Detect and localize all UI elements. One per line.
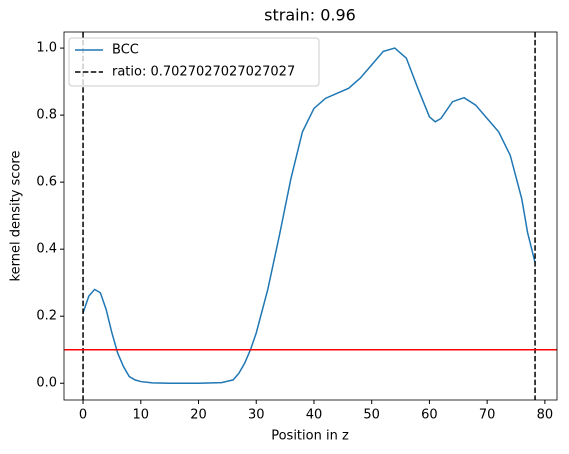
y-tick-label: 0.6: [36, 175, 57, 190]
x-tick-label: 80: [537, 408, 554, 423]
legend-label: ratio: 0.7027027027027027: [112, 65, 295, 80]
x-tick-label: 0: [79, 408, 87, 423]
y-tick-label: 0.2: [36, 309, 57, 324]
x-tick-label: 10: [133, 408, 150, 423]
y-axis-label: kernel density score: [9, 151, 24, 282]
data-line: [82, 47, 536, 384]
legend-label: BCC: [112, 43, 139, 58]
x-axis-label: Position in z: [271, 429, 349, 444]
legend-box: [68, 37, 320, 87]
x-tick-label: 60: [421, 408, 438, 423]
y-tick-label: 0.8: [36, 108, 57, 123]
x-tick-label: 20: [190, 408, 207, 423]
chart-title: strain: 0.96: [264, 6, 356, 25]
x-tick-label: 40: [306, 408, 323, 423]
x-tick-label: 50: [363, 408, 380, 423]
y-tick-label: 0.4: [36, 242, 57, 257]
plot-frame: [63, 31, 558, 401]
y-tick-label: 1.0: [36, 41, 57, 56]
y-tick-label: 0.0: [36, 376, 57, 391]
x-tick-label: 30: [248, 408, 265, 423]
x-tick-label: 70: [479, 408, 496, 423]
